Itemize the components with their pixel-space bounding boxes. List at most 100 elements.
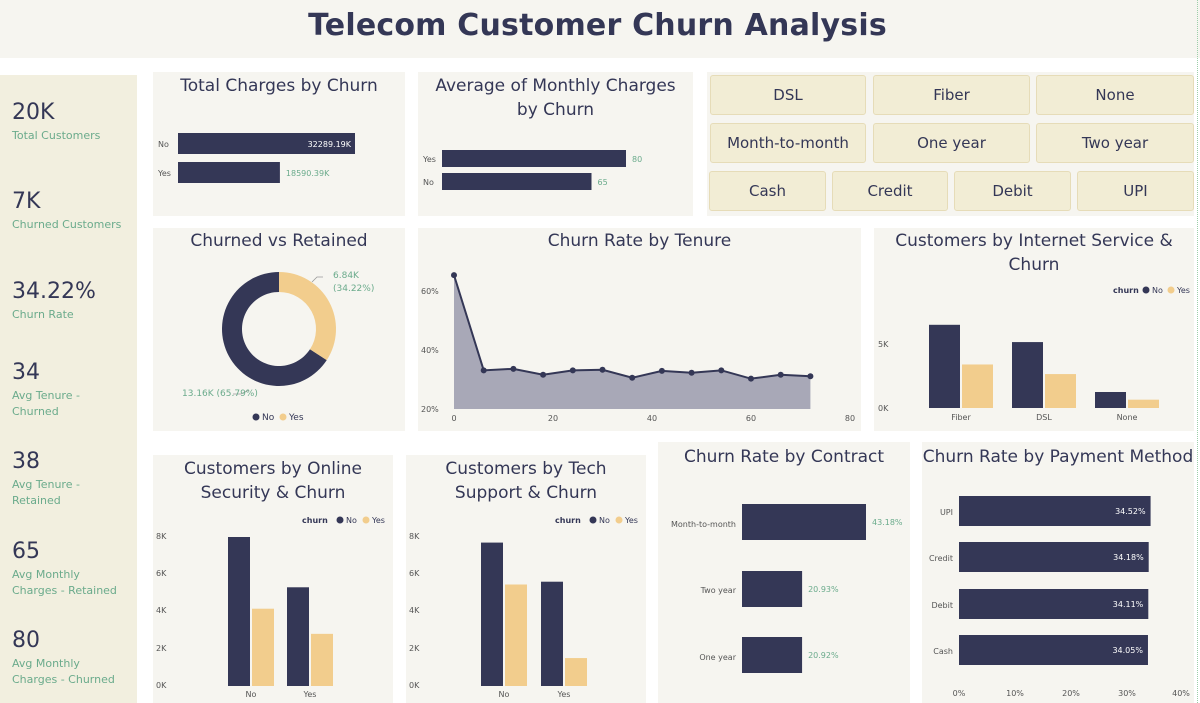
contract-chart: Month-to-month Two year One year 43.18% … [671, 504, 903, 673]
legend-label-no: No [599, 516, 610, 525]
donut-slice-yes[interactable] [279, 272, 336, 361]
slicer-contract-two-year[interactable]: Two year [1036, 123, 1194, 163]
category-label: Credit [929, 554, 953, 563]
bar-debit[interactable] [959, 589, 1149, 619]
data-point[interactable] [748, 375, 754, 382]
data-point[interactable] [658, 367, 665, 374]
panel-title: Total Charges by Churn [180, 76, 378, 96]
donut-chart: 6.84K (34.22%) 13.16K (65.79%) No Yes [182, 271, 374, 423]
avg-monthly-panel: Average of Monthly Charges by Churn Yes … [418, 72, 693, 216]
x-tick: 0 [451, 414, 456, 423]
slicer-contract-one-year[interactable]: One year [873, 123, 1030, 163]
data-point[interactable] [510, 365, 517, 372]
legend-label-yes: Yes [288, 413, 304, 423]
x-tick: 10% [1006, 689, 1024, 698]
bar-two-year[interactable] [742, 571, 803, 607]
bar-yes-yes[interactable] [311, 633, 333, 686]
x-tick: No [246, 690, 257, 699]
legend-title: churn [1113, 286, 1139, 295]
kpi-avg-tenure-churned: 34 Avg Tenure - Churned [12, 360, 137, 420]
bar-yes-no[interactable] [505, 584, 527, 686]
slicer-internet-dsl[interactable]: DSL [710, 75, 866, 115]
slice-label-yes-pct: (34.22%) [333, 284, 374, 294]
bar-no-fiber[interactable] [929, 324, 960, 408]
bar-yes-none[interactable] [1128, 399, 1159, 408]
slicer-payment-cash[interactable]: Cash [709, 171, 826, 211]
category-label: Cash [933, 647, 953, 656]
bar-yes[interactable] [178, 162, 280, 183]
kpi-value: 65 [12, 539, 40, 564]
bar-yes-yes[interactable] [565, 658, 587, 686]
kpi-churned-customers: 7K Churned Customers [12, 189, 137, 233]
legend-swatch-no [336, 516, 344, 524]
bar-month-to-month[interactable] [742, 504, 866, 540]
kpi-value: 20K [12, 100, 55, 125]
bar-no-no[interactable] [228, 537, 250, 686]
bar-cash[interactable] [959, 635, 1148, 665]
panel-title: Churn Rate by Contract [683, 447, 885, 467]
panel-title: Customers by Tech Support & Churn [445, 459, 607, 503]
y-tick: 0K [409, 681, 420, 690]
data-point[interactable] [451, 272, 457, 279]
slicer-payment-credit[interactable]: Credit [832, 171, 948, 211]
legend-swatch-yes [362, 516, 370, 524]
legend-swatch-no [1142, 286, 1150, 294]
bar-no-no[interactable] [481, 542, 503, 686]
bar-no-none[interactable] [1095, 392, 1126, 408]
bar-no-yes[interactable] [541, 581, 563, 686]
data-label: 34.18% [1113, 553, 1144, 562]
data-point[interactable] [807, 373, 814, 380]
y-tick: 6K [409, 569, 420, 578]
bar-yes-fiber[interactable] [962, 364, 993, 408]
filter-slicers: DSL Fiber None Month-to-month One year T… [707, 72, 1194, 216]
bar-no[interactable] [442, 173, 592, 190]
bar-yes-dsl[interactable] [1045, 374, 1076, 408]
churned-retained-panel: Churned vs Retained 6.84K (34.22%) 13.16… [153, 228, 405, 431]
data-point[interactable] [629, 374, 636, 381]
category-label: One year [699, 653, 736, 662]
x-tick: 40% [1172, 689, 1190, 698]
y-tick: 40% [421, 346, 439, 355]
category-label: No [158, 140, 169, 149]
y-tick: 2K [409, 644, 420, 653]
bar-yes-no[interactable] [252, 608, 274, 686]
panel-title: Average of Monthly Charges by Churn [435, 76, 676, 120]
data-label: 34.52% [1115, 507, 1146, 516]
data-point[interactable] [569, 367, 576, 374]
category-label: Yes [157, 169, 171, 178]
bar-no-dsl[interactable] [1012, 342, 1043, 408]
y-tick: 6K [156, 569, 167, 578]
slicer-payment-debit[interactable]: Debit [954, 171, 1071, 211]
slicer-payment-upi[interactable]: UPI [1077, 171, 1194, 211]
bar-yes[interactable] [442, 150, 626, 167]
legend-label-yes: Yes [624, 516, 638, 525]
data-point[interactable] [718, 367, 725, 374]
slicer-contract-month[interactable]: Month-to-month [710, 123, 866, 163]
leader-line [311, 276, 323, 283]
bar-no-yes[interactable] [287, 587, 309, 686]
data-point[interactable] [540, 371, 547, 378]
bar-one-year[interactable] [742, 637, 803, 673]
data-point[interactable] [480, 367, 487, 374]
panel-title: Customers by Online Security & Churn [184, 459, 362, 503]
bar-no[interactable] [178, 133, 355, 154]
bar-credit[interactable] [959, 542, 1149, 572]
contract-panel: Churn Rate by Contract Month-to-month Tw… [658, 442, 910, 703]
slicer-internet-fiber[interactable]: Fiber [873, 75, 1030, 115]
panel-title: Churn Rate by Tenure [547, 231, 732, 251]
kpi-total-customers: 20K Total Customers [12, 100, 137, 144]
data-point[interactable] [599, 366, 606, 373]
data-label: 80 [632, 155, 642, 164]
data-point[interactable] [688, 369, 695, 376]
legend-swatch-no [589, 516, 597, 524]
bar-upi[interactable] [959, 496, 1151, 526]
avg-monthly-chart: Yes No 80 65 [422, 150, 642, 190]
kpi-churn-rate: 34.22% Churn Rate [12, 279, 137, 323]
slicer-internet-none[interactable]: None [1036, 75, 1194, 115]
donut-slice-no[interactable] [221, 272, 327, 386]
category-label: No [423, 178, 434, 187]
total-charges-panel: Total Charges by Churn No Yes 32289.19K … [153, 72, 405, 216]
y-tick: 20% [421, 405, 439, 414]
data-point[interactable] [777, 371, 784, 378]
legend-swatch-yes [279, 413, 287, 421]
